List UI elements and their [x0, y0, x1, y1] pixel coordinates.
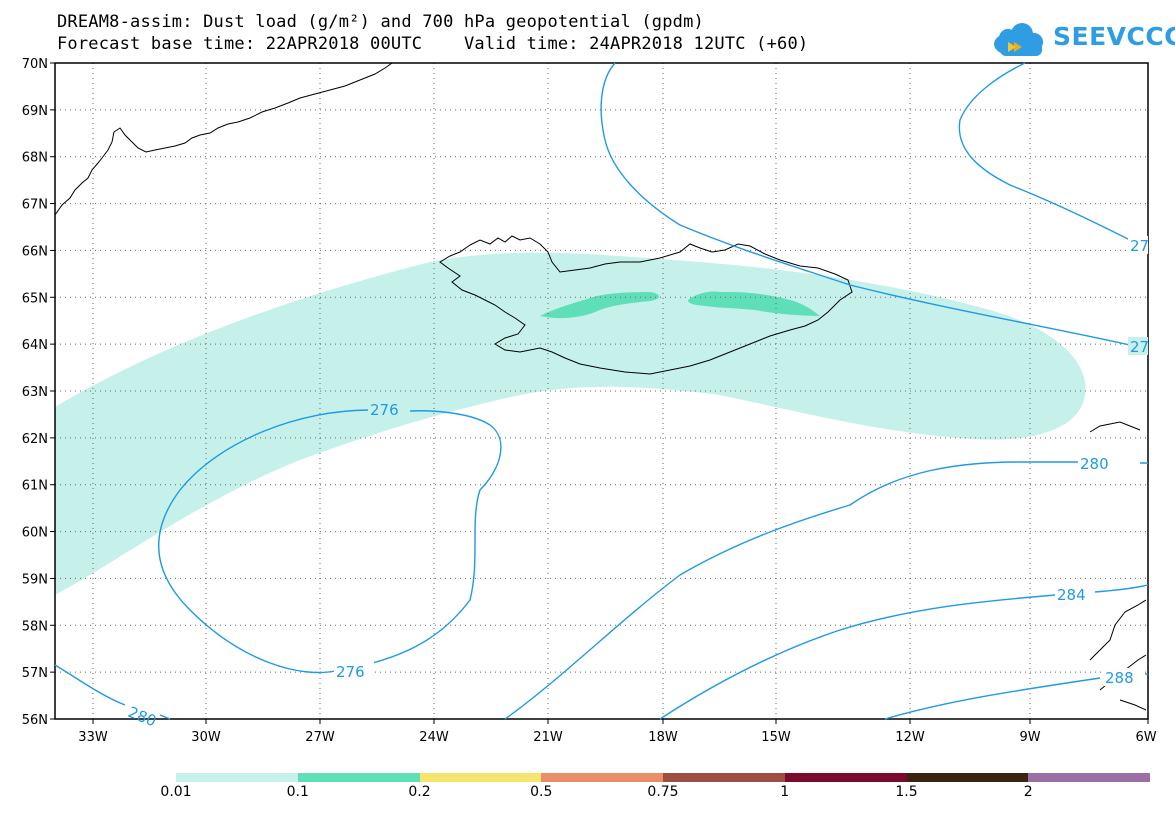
contour-280-southwest [54, 664, 171, 720]
colorbar-swatch [541, 773, 663, 782]
iceland-coast [439, 235, 853, 375]
lat-label: 56N [22, 713, 48, 728]
contour-27-north [600, 62, 1149, 349]
lat-label: 65N [22, 291, 48, 306]
colorbar-label: 2 [1023, 784, 1033, 800]
contour-labels: 276 276 280 280 284 288 27 27 [126, 236, 1149, 730]
lon-label: 27W [305, 730, 335, 745]
lon-label: 6W [1135, 730, 1156, 745]
colorbar-label: 0.1 [286, 784, 309, 800]
lat-label: 66N [22, 244, 48, 259]
colorbar-swatch [1028, 773, 1150, 782]
contour-label: 27 [1130, 237, 1149, 255]
dust-region-medium-west [540, 292, 659, 319]
faroe-coast [1089, 421, 1141, 433]
dust-region-light [55, 252, 1086, 595]
contour-label: 276 [336, 663, 365, 681]
colorbar-label: 0.5 [530, 784, 553, 800]
contour-280-east [504, 461, 1148, 720]
lon-label: 9W [1019, 730, 1040, 745]
lat-label: 64N [22, 338, 48, 353]
lon-label: 21W [533, 730, 563, 745]
contour-label: 284 [1057, 586, 1086, 604]
lat-label: 61N [22, 479, 48, 494]
lat-label: 69N [22, 104, 48, 119]
lat-label: 62N [22, 432, 48, 447]
lon-label: 18W [648, 730, 678, 745]
latitude-labels: 70N 69N 68N 67N 66N 65N 64N 63N 62N 61N 60N 59N 58N 5… [22, 57, 55, 728]
map-subtitle: Forecast base time: 22APR2018 00UTC Vali… [57, 34, 809, 54]
lat-label: 57N [22, 666, 48, 681]
contour-284 [659, 584, 1149, 720]
lat-label: 68N [22, 151, 48, 166]
colorbar-swatch [784, 773, 907, 782]
contour-27-ne [958, 62, 1149, 246]
lon-label: 24W [419, 730, 449, 745]
contour-label: 27 [1130, 338, 1149, 356]
contour-label: 280 [126, 703, 159, 730]
lon-label: 30W [191, 730, 221, 745]
colorbar-swatch [906, 773, 1029, 782]
greenland-coast [54, 62, 393, 216]
scotland-coast [1089, 599, 1147, 711]
contour-label: 288 [1105, 669, 1134, 687]
contour-label: 280 [1080, 455, 1109, 473]
contour-288 [884, 673, 1148, 720]
longitude-labels: 33W 30W 27W 24W 21W 18W 15W 12W 9W 6W [78, 719, 1157, 745]
colorbar-swatch [419, 773, 542, 782]
logo-text: SEEVCCC [1053, 22, 1175, 51]
colorbar-label: 0.2 [408, 784, 431, 800]
lon-label: 12W [895, 730, 925, 745]
colorbar-label: 1 [780, 784, 790, 800]
contour-label: 276 [370, 401, 399, 419]
lat-label: 59N [22, 572, 48, 587]
lat-label: 70N [22, 57, 48, 72]
colorbar-label: 0.01 [160, 784, 192, 800]
lon-label: 33W [78, 730, 108, 745]
lon-label: 15W [761, 730, 791, 745]
colorbar-swatch [297, 773, 420, 782]
lat-label: 63N [22, 385, 48, 400]
map-title: DREAM8-assim: Dust load (g/m²) and 700 h… [57, 12, 704, 32]
colorbar-swatch [176, 773, 298, 782]
colorbar-label: 1.5 [895, 784, 918, 800]
colorbar-label: 0.75 [647, 784, 679, 800]
lat-label: 60N [22, 526, 48, 541]
lat-label: 67N [22, 198, 48, 213]
cloud-icon [994, 23, 1043, 56]
colorbar-swatch [663, 773, 785, 782]
colorbar [176, 773, 1150, 782]
lat-label: 58N [22, 619, 48, 634]
